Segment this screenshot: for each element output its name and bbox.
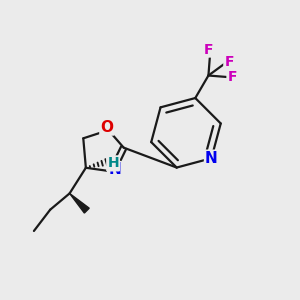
Text: N: N — [205, 151, 218, 166]
Text: H: H — [107, 156, 119, 170]
Text: F: F — [224, 55, 234, 69]
Text: N: N — [108, 162, 121, 177]
Polygon shape — [70, 194, 89, 213]
Text: F: F — [204, 43, 213, 56]
Text: F: F — [227, 70, 237, 84]
Text: O: O — [100, 119, 113, 134]
